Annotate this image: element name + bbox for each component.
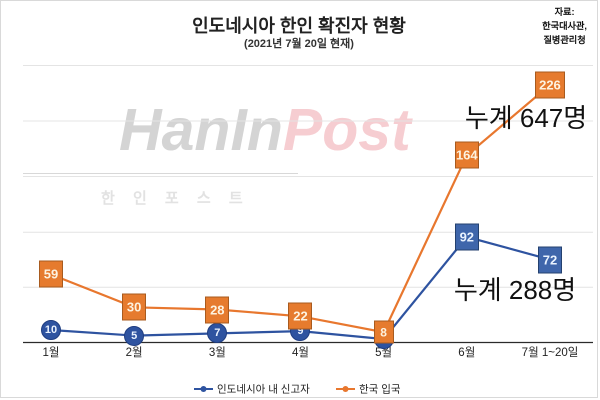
svg-text:1월: 1월 [43,346,60,359]
svg-text:인도네시아 내 신고자: 인도네시아 내 신고자 [217,384,310,396]
svg-text:누계 288명: 누계 288명 [454,275,576,305]
svg-text:누계 647명: 누계 647명 [465,103,587,133]
svg-text:6월: 6월 [458,346,475,359]
svg-text:7월 1~20일: 7월 1~20일 [522,345,579,359]
svg-text:한국 입국: 한국 입국 [359,383,401,396]
svg-text:4월: 4월 [292,346,309,359]
svg-text:3월: 3월 [209,346,226,359]
svg-text:2월: 2월 [126,346,143,359]
